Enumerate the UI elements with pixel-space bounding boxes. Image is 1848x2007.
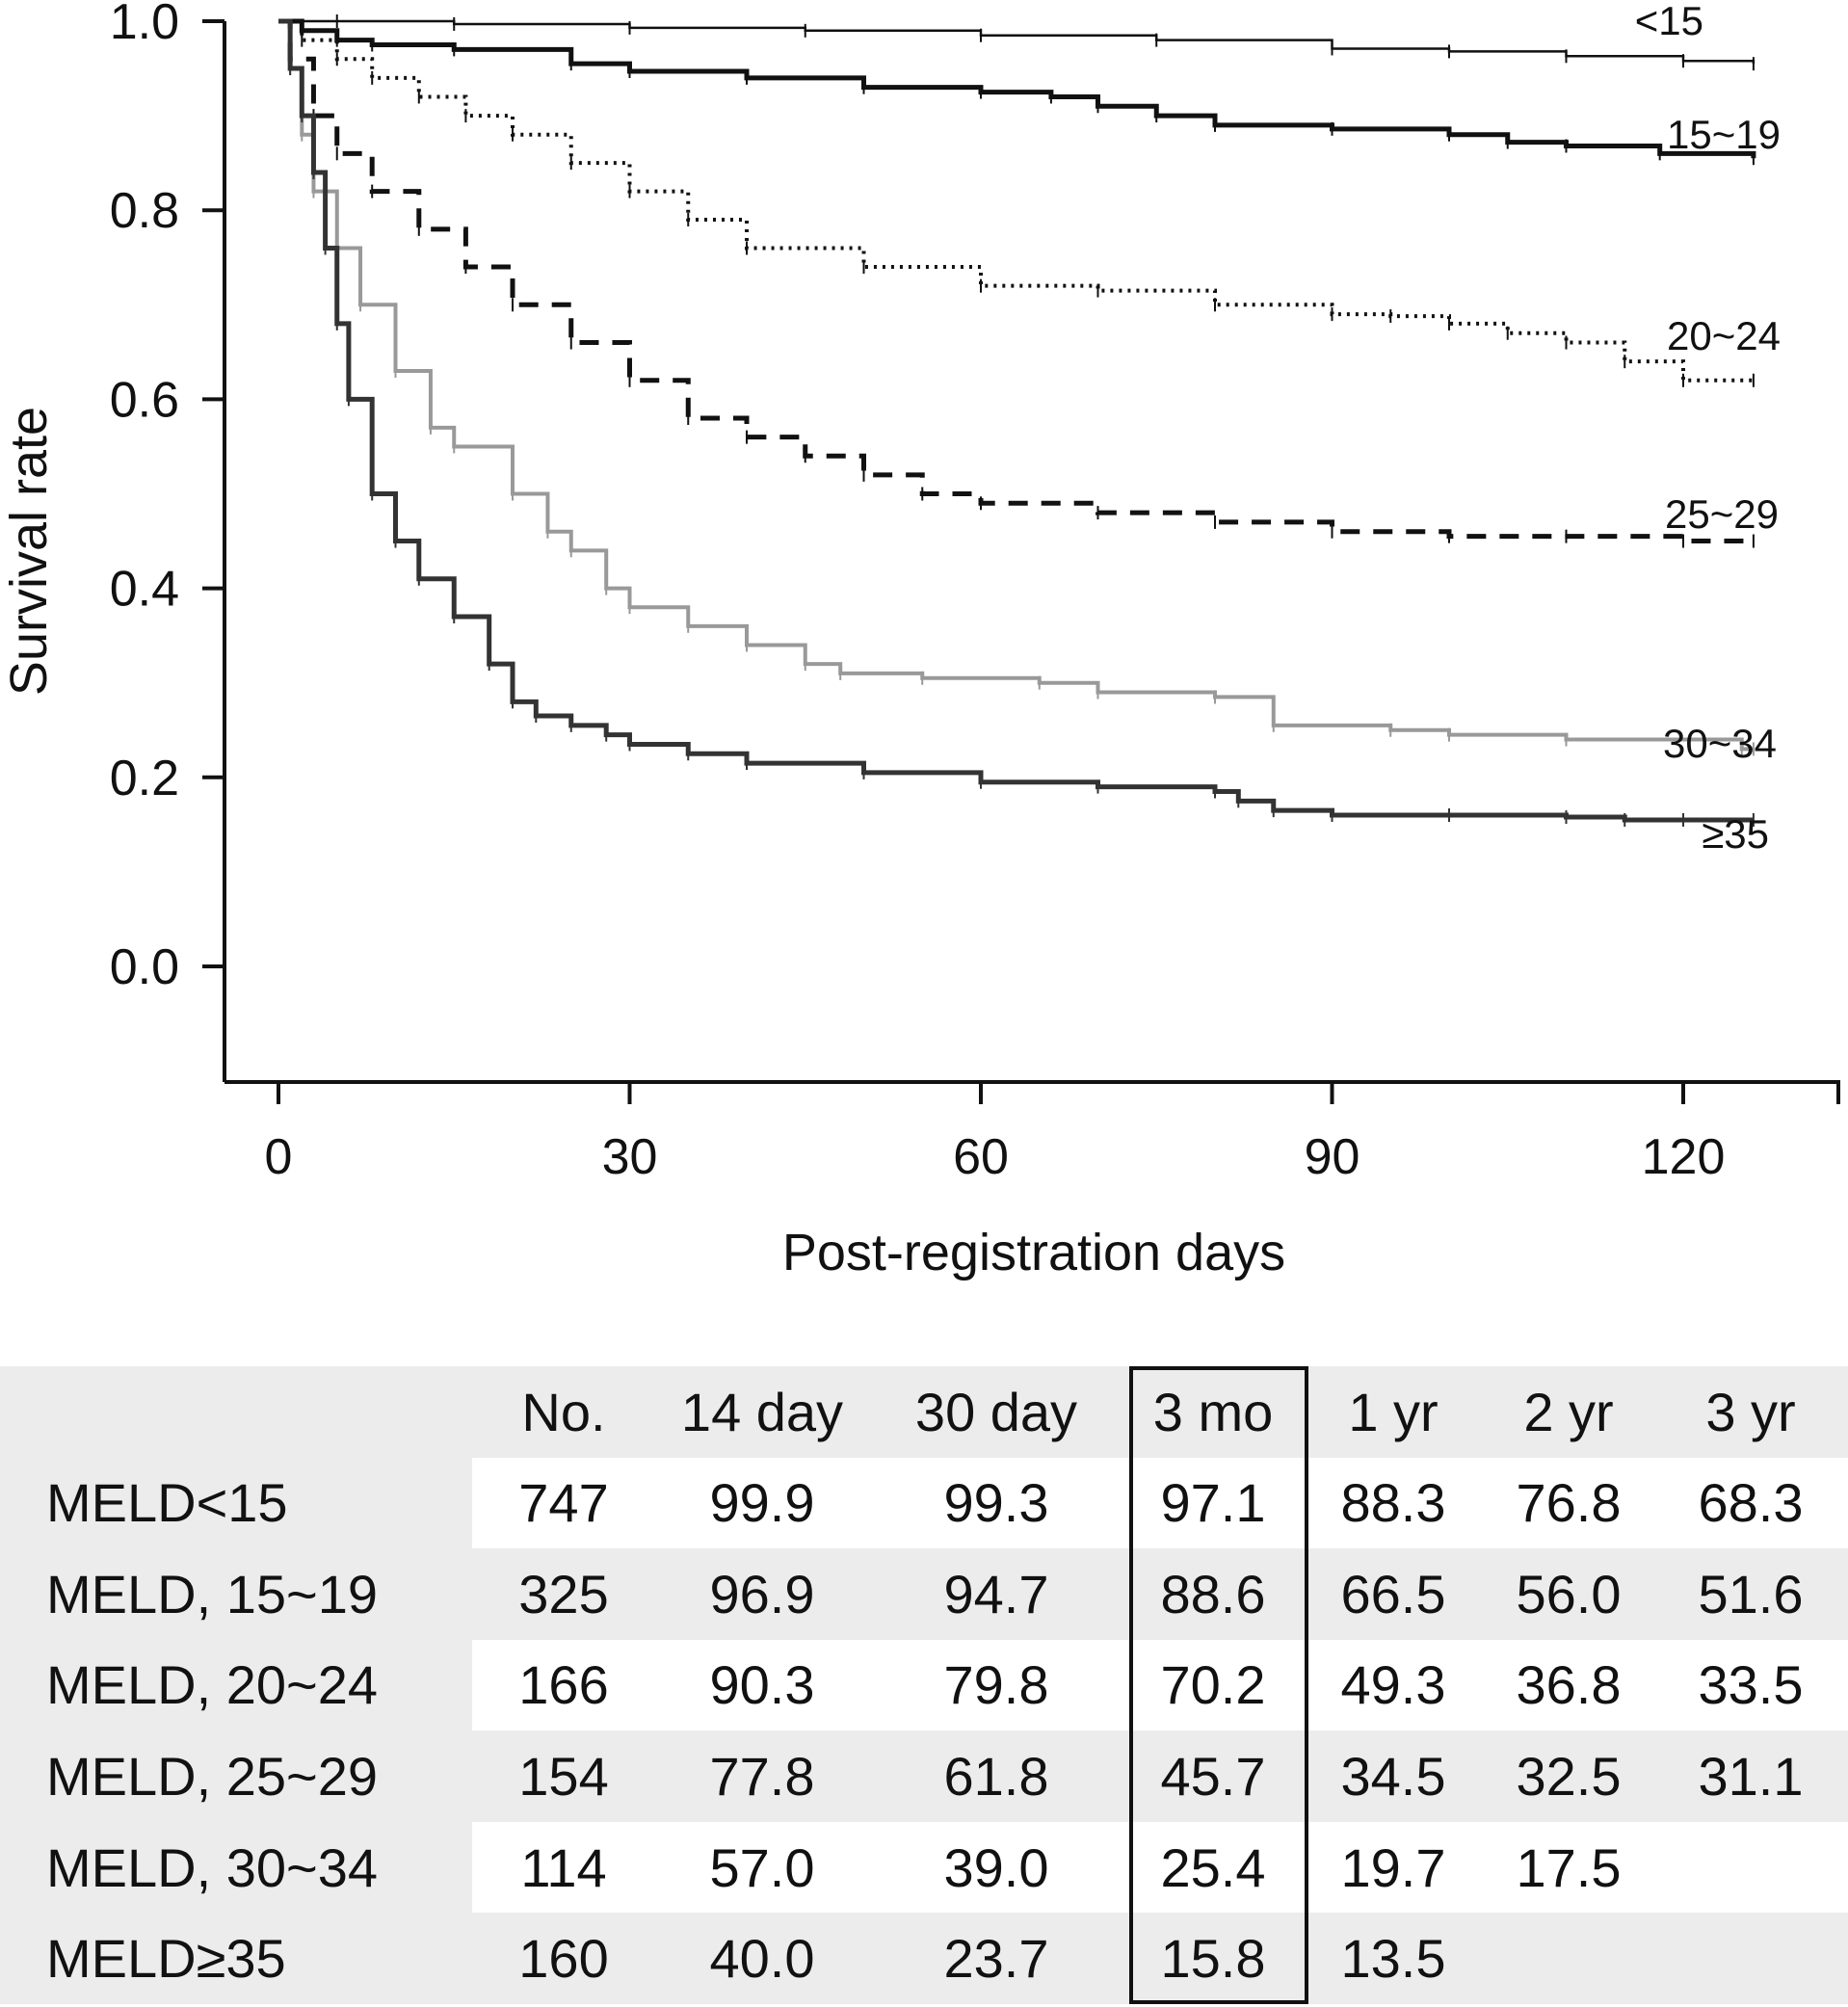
row-label: MELD<15 [46, 1472, 288, 1534]
survival-table: No. 14 day 30 day 3 mo 1 yr 2 yr 3 yr ME… [0, 1366, 1848, 2004]
y-tick-label: 0.6 [110, 372, 179, 428]
table-cell: 88.3 [1303, 1457, 1484, 1549]
series-label: 25~29 [1665, 491, 1779, 537]
table-cell: 51.6 [1698, 1563, 1804, 1624]
header-cell: 1 yr [1348, 1381, 1439, 1442]
x-tick-label: 90 [1305, 1129, 1360, 1185]
row-label: MELD, 25~29 [46, 1746, 378, 1808]
row-label: MELD≥35 [46, 1928, 286, 1990]
table-cell: 99.3 [869, 1457, 1123, 1549]
table-cell: 13.5 [1340, 1928, 1446, 1990]
table-cell: 77.8 [709, 1746, 815, 1808]
table-cell: 45.7 [1160, 1746, 1266, 1808]
table-cell: 32.5 [1516, 1746, 1622, 1808]
x-ticks: 0 30 60 90 120 [265, 1082, 1840, 1185]
table-cell: 66.5 [1340, 1563, 1446, 1624]
table-cell: 33.5 [1653, 1639, 1848, 1731]
header-cell: 3 yr [1705, 1381, 1796, 1442]
table-header-row: No. 14 day 30 day 3 mo 1 yr 2 yr 3 yr [0, 1366, 1848, 1458]
table-cell: 325 [518, 1563, 609, 1624]
x-tick-label: 0 [265, 1129, 293, 1185]
table-cell: 57.0 [655, 1821, 869, 1914]
series-label: <15 [1635, 0, 1703, 43]
y-axis-title: Survival rate [0, 407, 58, 696]
series-layer [278, 14, 1756, 827]
table-cell: 166 [472, 1639, 655, 1731]
header-cell: 2 yr [1523, 1381, 1614, 1442]
y-tick-label: 0.8 [110, 183, 179, 239]
survival-table-grid: No. 14 day 30 day 3 mo 1 yr 2 yr 3 yr ME… [0, 1366, 1848, 2004]
header-cell: No. [521, 1381, 606, 1442]
y-tick-label: 0.2 [110, 751, 179, 806]
series-line [278, 19, 1756, 65]
series-line [278, 18, 1756, 159]
km-survival-plot: 0.0 0.2 0.4 0.6 0.8 1.0 0 30 60 90 120 <15 15~19 20… [0, 0, 1840, 1281]
series-label: 15~19 [1667, 112, 1781, 157]
table-cell: 94.7 [943, 1563, 1049, 1624]
y-ticks: 0.0 0.2 0.4 0.6 0.8 1.0 [110, 0, 224, 995]
header-cell: 3 mo [1152, 1381, 1274, 1442]
table-cell: 15.8 [1160, 1928, 1266, 1990]
header-cell [0, 1366, 472, 1458]
table-row: MELD, 25~29 154 77.8 61.8 45.7 34.5 32.5 31.1 [0, 1730, 1848, 1822]
table-cell: 40.0 [709, 1928, 815, 1990]
table-cell: 19.7 [1303, 1821, 1484, 1914]
x-tick-label: 60 [953, 1129, 1009, 1185]
table-cell: 160 [518, 1928, 609, 1990]
table-cell: 56.0 [1516, 1563, 1622, 1624]
y-tick-label: 0.0 [110, 939, 179, 995]
table-cell: 31.1 [1698, 1746, 1804, 1808]
table-row: MELD, 20~24 166 90.3 79.8 70.2 49.3 36.8 33.5 [0, 1639, 1848, 1731]
series-labels: <15 15~19 20~24 25~29 30~34 ≥35 [1635, 0, 1781, 857]
x-tick-label: 30 [602, 1129, 658, 1185]
header-cell: 14 day [680, 1381, 844, 1442]
table-cell [1653, 1913, 1848, 2004]
table-cell: 61.8 [943, 1746, 1049, 1808]
y-tick-label: 1.0 [110, 0, 179, 50]
table-cell: 99.9 [655, 1457, 869, 1549]
table-cell [1484, 1913, 1653, 2004]
series-line [278, 18, 1754, 544]
row-label: MELD, 30~34 [46, 1836, 378, 1898]
row-label: MELD, 20~24 [46, 1654, 378, 1716]
table-row: MELD<15 747 99.9 99.3 97.1 88.3 76.8 68.3 [0, 1457, 1848, 1549]
table-cell: 17.5 [1484, 1821, 1653, 1914]
axes [223, 21, 1840, 1084]
table-cell: 70.2 [1123, 1639, 1303, 1731]
table-cell: 39.0 [869, 1821, 1123, 1914]
table-row: MELD, 15~19 325 96.9 94.7 88.6 66.5 56.0 51.6 [0, 1548, 1848, 1640]
table-row: MELD, 30~34 114 57.0 39.0 25.4 19.7 17.5 [0, 1821, 1848, 1914]
table-cell: 154 [518, 1746, 609, 1808]
table-cell: 90.3 [655, 1639, 869, 1731]
table-cell: 49.3 [1303, 1639, 1484, 1731]
table-cell: 96.9 [709, 1563, 815, 1624]
table-cell: 114 [472, 1821, 655, 1914]
table-cell: 76.8 [1484, 1457, 1653, 1549]
table-cell: 23.7 [943, 1928, 1049, 1990]
y-tick-label: 0.4 [110, 562, 179, 618]
table-cell: 68.3 [1653, 1457, 1848, 1549]
table-cell: 79.8 [869, 1639, 1123, 1731]
table-cell: 747 [472, 1457, 655, 1549]
header-cell: 30 day [914, 1381, 1078, 1442]
x-axis-title: Post-registration days [782, 1224, 1285, 1281]
series-line [278, 19, 1754, 383]
x-tick-label: 120 [1642, 1129, 1726, 1185]
table-cell: 36.8 [1484, 1639, 1653, 1731]
table-cell: 25.4 [1123, 1821, 1303, 1914]
series-line [278, 19, 1754, 752]
row-label: MELD, 15~19 [46, 1563, 378, 1624]
table-cell: 34.5 [1340, 1746, 1446, 1808]
table-row: MELD≥35 160 40.0 23.7 15.8 13.5 [0, 1913, 1848, 2004]
table-cell: 97.1 [1123, 1457, 1303, 1549]
series-label: ≥35 [1702, 811, 1769, 857]
table-cell: 88.6 [1160, 1563, 1266, 1624]
series-label: 30~34 [1663, 721, 1777, 766]
table-cell [1653, 1821, 1848, 1914]
series-label: 20~24 [1667, 313, 1781, 358]
